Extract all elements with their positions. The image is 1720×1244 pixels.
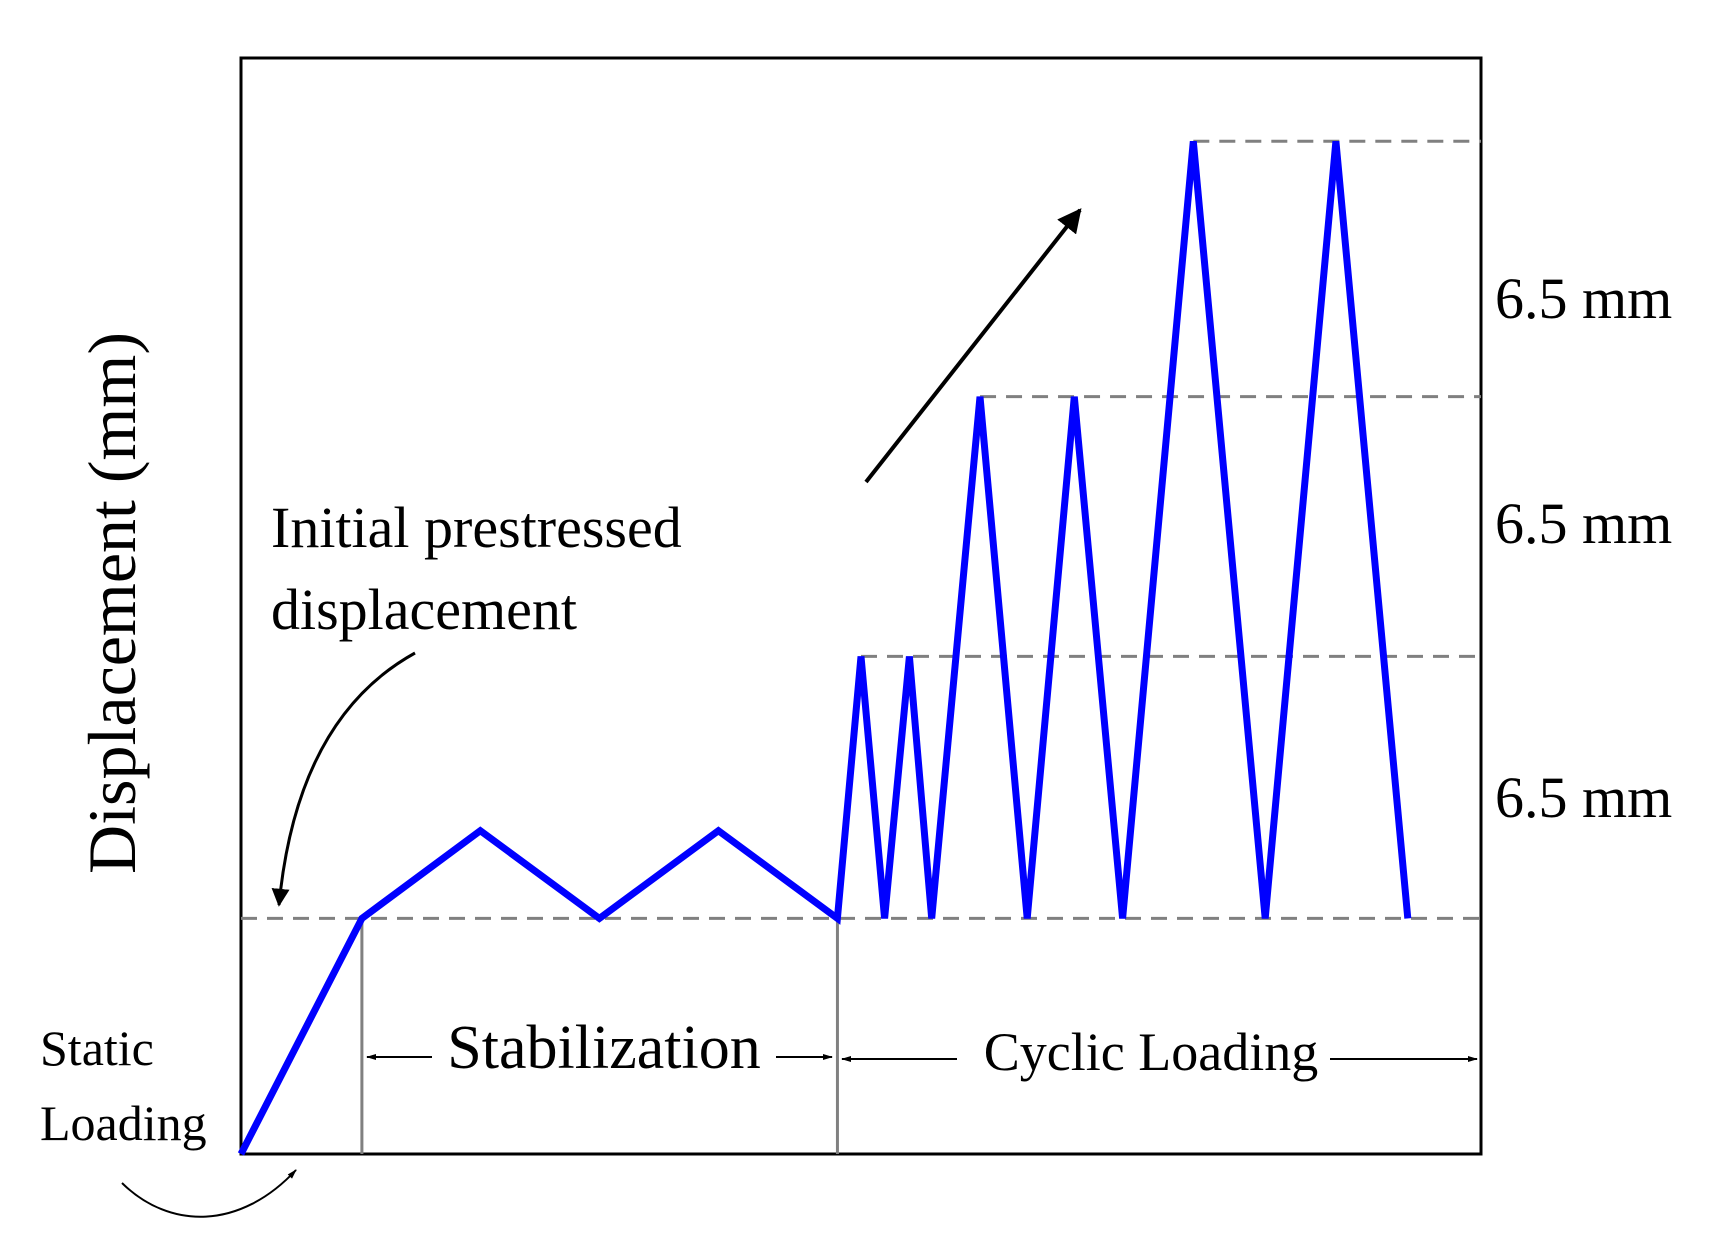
increment-label-middle: 6.5 mm [1495, 491, 1672, 556]
static-loading-pointer-arrow [121, 1169, 297, 1218]
phase-label-static-line2: Loading [40, 1095, 207, 1151]
increment-label-bottom: 6.5 mm [1495, 765, 1672, 830]
phase-label-stabilization: Stabilization [447, 1014, 760, 1082]
y-axis-label: Displacement (mm) [74, 332, 150, 874]
prestress-annotation-line1: Initial prestressed [271, 495, 682, 560]
phase-label-cyclic: Cyclic Loading [984, 1022, 1318, 1082]
loading-protocol-line [237, 140, 1412, 1156]
phase-boundaries [360, 918, 839, 1154]
increasing-amplitude-arrow [864, 208, 1082, 484]
prestress-annotation-line2: displacement [271, 577, 577, 642]
prestress-pointer-arrow [271, 651, 416, 907]
increment-label-top: 6.5 mm [1495, 266, 1672, 331]
phase-label-static-line1: Static [40, 1020, 154, 1076]
plot-frame [239, 56, 1483, 1156]
